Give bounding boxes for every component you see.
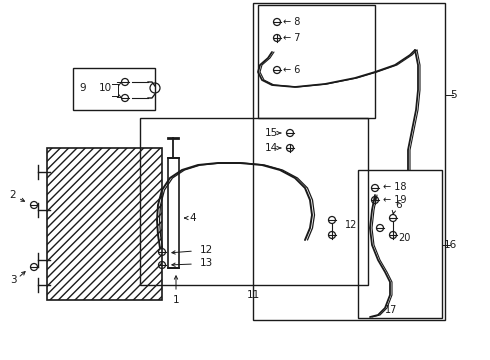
Text: 5: 5 bbox=[450, 90, 456, 100]
Bar bbox=[253, 3, 445, 320]
Text: ← 7: ← 7 bbox=[283, 33, 300, 43]
Bar bbox=[47, 148, 162, 300]
Text: 10: 10 bbox=[98, 83, 112, 93]
Text: ← 19: ← 19 bbox=[383, 195, 407, 205]
Text: 4: 4 bbox=[190, 213, 196, 223]
Text: 14: 14 bbox=[265, 143, 278, 153]
Bar bbox=[168, 158, 179, 268]
Text: 16: 16 bbox=[443, 240, 457, 250]
Bar bbox=[258, 5, 375, 118]
Text: ← 8: ← 8 bbox=[283, 17, 300, 27]
Text: 3: 3 bbox=[10, 275, 16, 285]
Text: 13: 13 bbox=[200, 258, 213, 268]
Text: 17: 17 bbox=[385, 305, 397, 315]
Text: 9: 9 bbox=[80, 83, 86, 93]
Bar bbox=[140, 118, 368, 285]
Text: 11: 11 bbox=[246, 290, 260, 300]
Bar bbox=[358, 170, 442, 318]
Text: ← 18: ← 18 bbox=[383, 182, 407, 192]
Text: 1: 1 bbox=[172, 295, 179, 305]
Text: 12: 12 bbox=[200, 245, 213, 255]
Text: 20: 20 bbox=[398, 233, 411, 243]
Bar bbox=[73, 68, 155, 110]
Text: 6: 6 bbox=[395, 200, 402, 210]
Text: 12: 12 bbox=[345, 220, 357, 230]
Text: 15: 15 bbox=[265, 128, 278, 138]
Text: ← 6: ← 6 bbox=[283, 65, 300, 75]
Text: 2: 2 bbox=[10, 190, 16, 200]
